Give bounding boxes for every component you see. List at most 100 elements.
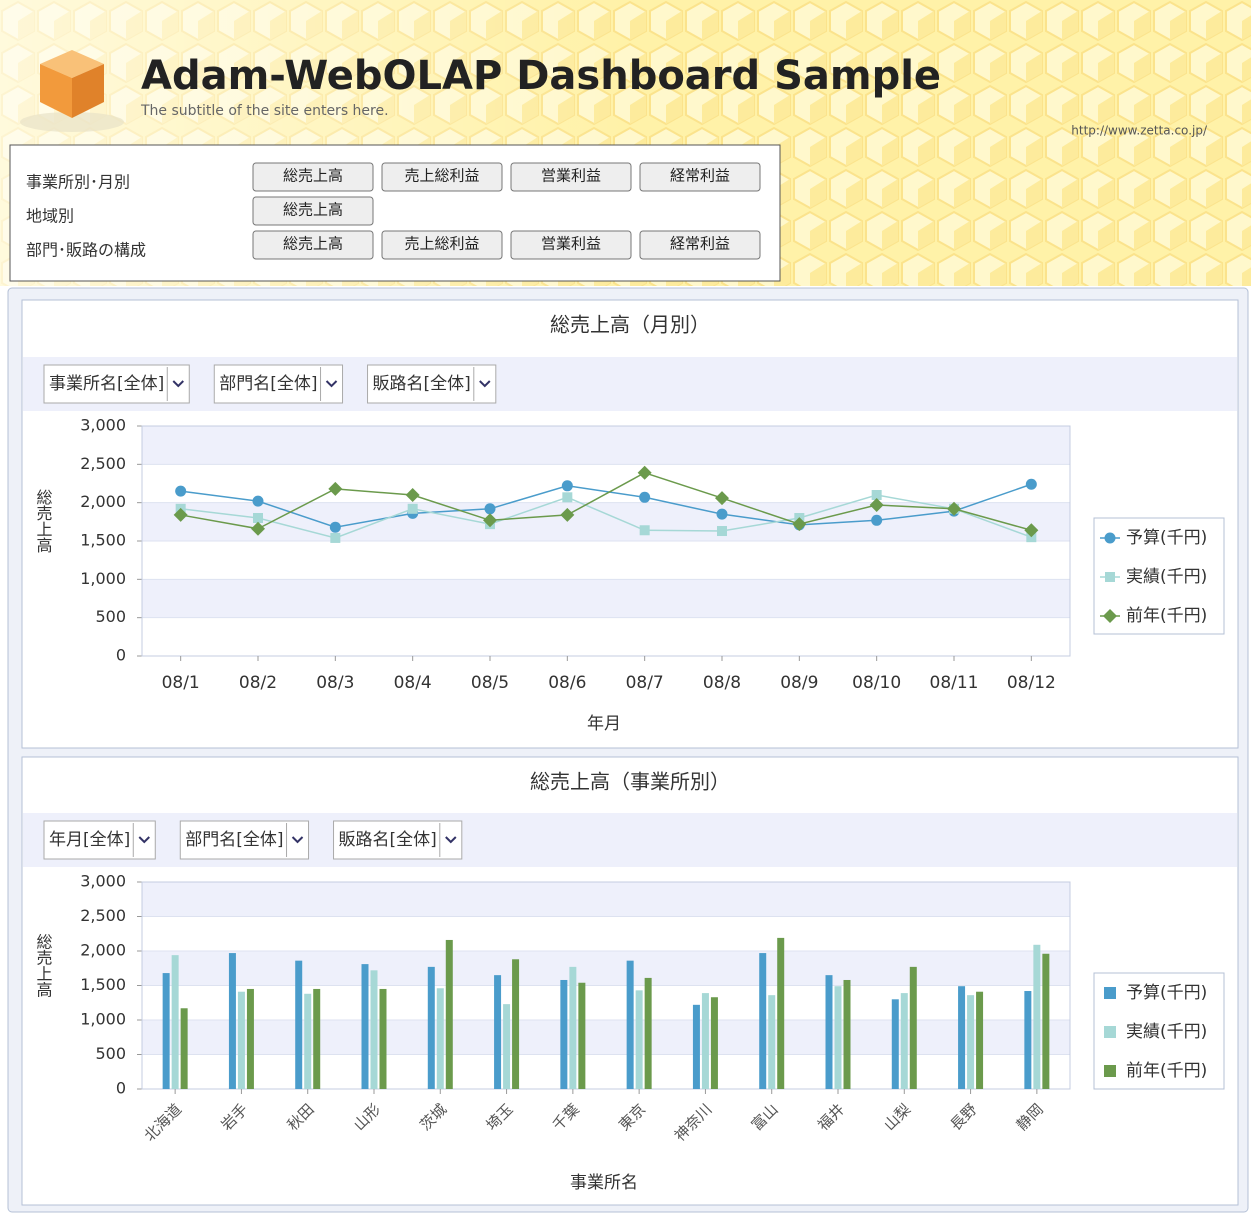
nav-button[interactable]: 営業利益 [511,163,631,191]
x-tick-label: 08/3 [316,673,354,693]
dropdown-label[interactable]: 年月[全体] [49,830,130,850]
filter-dropdown[interactable]: 部門名[全体] [180,821,308,859]
marker [330,522,341,533]
site-subtitle: The subtitle of the site enters here. [140,103,389,119]
button-label[interactable]: 総売上高 [283,235,343,253]
dropdown-label[interactable]: 事業所名[全体] [49,374,164,394]
marker [562,492,572,502]
bar [560,980,567,1089]
dropdown-label[interactable]: 部門名[全体] [185,830,283,850]
legend-label: 予算(千円) [1126,528,1207,548]
grid-band [142,951,1070,986]
bar [304,994,311,1089]
bar [437,988,444,1089]
legend-label: 実績(千円) [1126,567,1207,587]
bar [494,975,501,1089]
bar [759,953,766,1089]
bar [844,980,851,1089]
marker [871,515,882,526]
nav-button[interactable]: 経常利益 [640,163,760,191]
nav-button[interactable]: 総売上高 [253,231,373,259]
bar [428,967,435,1089]
marker [717,526,727,536]
bar [446,940,453,1089]
button-label[interactable]: 総売上高 [283,201,343,219]
x-tick-label: 08/2 [239,673,277,693]
bar [711,997,718,1089]
page: Adam-WebOLAP Dashboard Sample The subtit… [0,0,1251,1214]
bar [768,995,775,1089]
marker [562,480,573,491]
filter-dropdown[interactable]: 販路名[全体] [368,365,496,403]
button-label[interactable]: 経常利益 [670,167,730,185]
bar [181,1008,188,1089]
nav-button[interactable]: 売上総利益 [382,231,502,259]
bar [835,986,842,1089]
x-tick-label: 08/11 [930,673,979,693]
y-tick-label: 0 [116,1079,126,1098]
marker [330,533,340,543]
bar [503,1004,510,1089]
legend-label: 予算(千円) [1126,983,1207,1003]
bar [901,993,908,1089]
marker [485,503,496,514]
marker [253,513,263,523]
bar [958,986,965,1089]
filter-dropdown[interactable]: 販路名[全体] [334,821,462,859]
nav-button[interactable]: 総売上高 [253,197,373,225]
chart-title: 総売上高（月別） [550,313,710,337]
bar [569,967,576,1089]
bar [380,989,387,1089]
filter-dropdown[interactable]: 部門名[全体] [214,365,342,403]
y-tick-label: 500 [95,607,126,626]
marker [1105,533,1116,544]
marker [639,492,650,503]
grid-band [142,1020,1070,1055]
bar [172,955,179,1089]
button-label[interactable]: 売上総利益 [404,167,479,185]
dropdown-label[interactable]: 販路名[全体] [339,830,437,850]
filter-dropdown[interactable]: 年月[全体] [44,821,155,859]
site-title: Adam-WebOLAP Dashboard Sample [141,53,941,99]
nav-button[interactable]: 経常利益 [640,231,760,259]
bar [636,990,643,1089]
marker [1105,572,1115,582]
nav-button[interactable]: 営業利益 [511,231,631,259]
button-label[interactable]: 経常利益 [670,235,730,253]
grid-band [142,882,1070,917]
bar [578,983,585,1089]
y-tick-label: 1,500 [80,531,126,550]
button-label[interactable]: 売上総利益 [404,235,479,253]
y-tick-label: 1,000 [80,569,126,588]
x-tick-label: 08/5 [471,673,509,693]
nav-button[interactable]: 総売上高 [253,163,373,191]
legend-label: 前年(千円) [1126,1061,1207,1081]
y-tick-label: 2,000 [80,941,126,960]
bar [371,970,378,1089]
bar [238,992,245,1089]
chart-panel: 総売上高（月別） 事業所名[全体] 部門名[全体] 販路名[全体] 0 500 1,000 1… [22,300,1238,748]
dropdown-label[interactable]: 販路名[全体] [373,374,471,394]
site-url[interactable]: http://www.zetta.co.jp/ [1071,124,1208,138]
filter-dropdown[interactable]: 事業所名[全体] [44,365,189,403]
marker [640,525,650,535]
bar [910,967,917,1089]
x-axis-title: 年月 [587,714,621,734]
legend-label: 前年(千円) [1126,606,1207,626]
nav-label: 地域別 [26,207,74,226]
legend-swatch [1104,1065,1116,1077]
legend-label: 実績(千円) [1126,1022,1207,1042]
x-tick-label: 08/8 [703,673,741,693]
bar [976,992,983,1089]
nav-button[interactable]: 売上総利益 [382,163,502,191]
grid-band [142,426,1070,464]
button-label[interactable]: 営業利益 [541,235,601,253]
bar [892,999,899,1089]
bar [512,959,519,1089]
dropdown-label[interactable]: 部門名[全体] [219,374,317,394]
button-label[interactable]: 総売上高 [283,167,343,185]
button-label[interactable]: 営業利益 [541,167,601,185]
bar [777,938,784,1089]
bar [1024,991,1031,1089]
y-tick-label: 0 [116,646,126,665]
